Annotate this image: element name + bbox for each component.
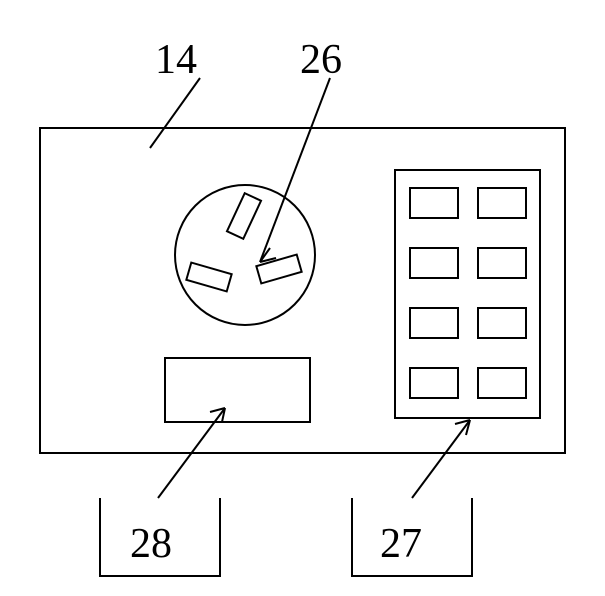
socket-slot <box>227 193 261 239</box>
keypad-button <box>478 368 526 398</box>
keypad-button <box>478 248 526 278</box>
keypad-button <box>410 188 458 218</box>
label-28: 28 <box>130 520 172 568</box>
keypad-button <box>478 308 526 338</box>
keypad-button <box>410 308 458 338</box>
label-14: 14 <box>155 36 197 84</box>
keypad-button <box>478 188 526 218</box>
diagram-svg <box>0 0 605 596</box>
socket-slot <box>186 263 231 292</box>
label-26: 26 <box>300 36 342 84</box>
label-27: 27 <box>380 520 422 568</box>
keypad-button <box>410 368 458 398</box>
keypad-button <box>410 248 458 278</box>
